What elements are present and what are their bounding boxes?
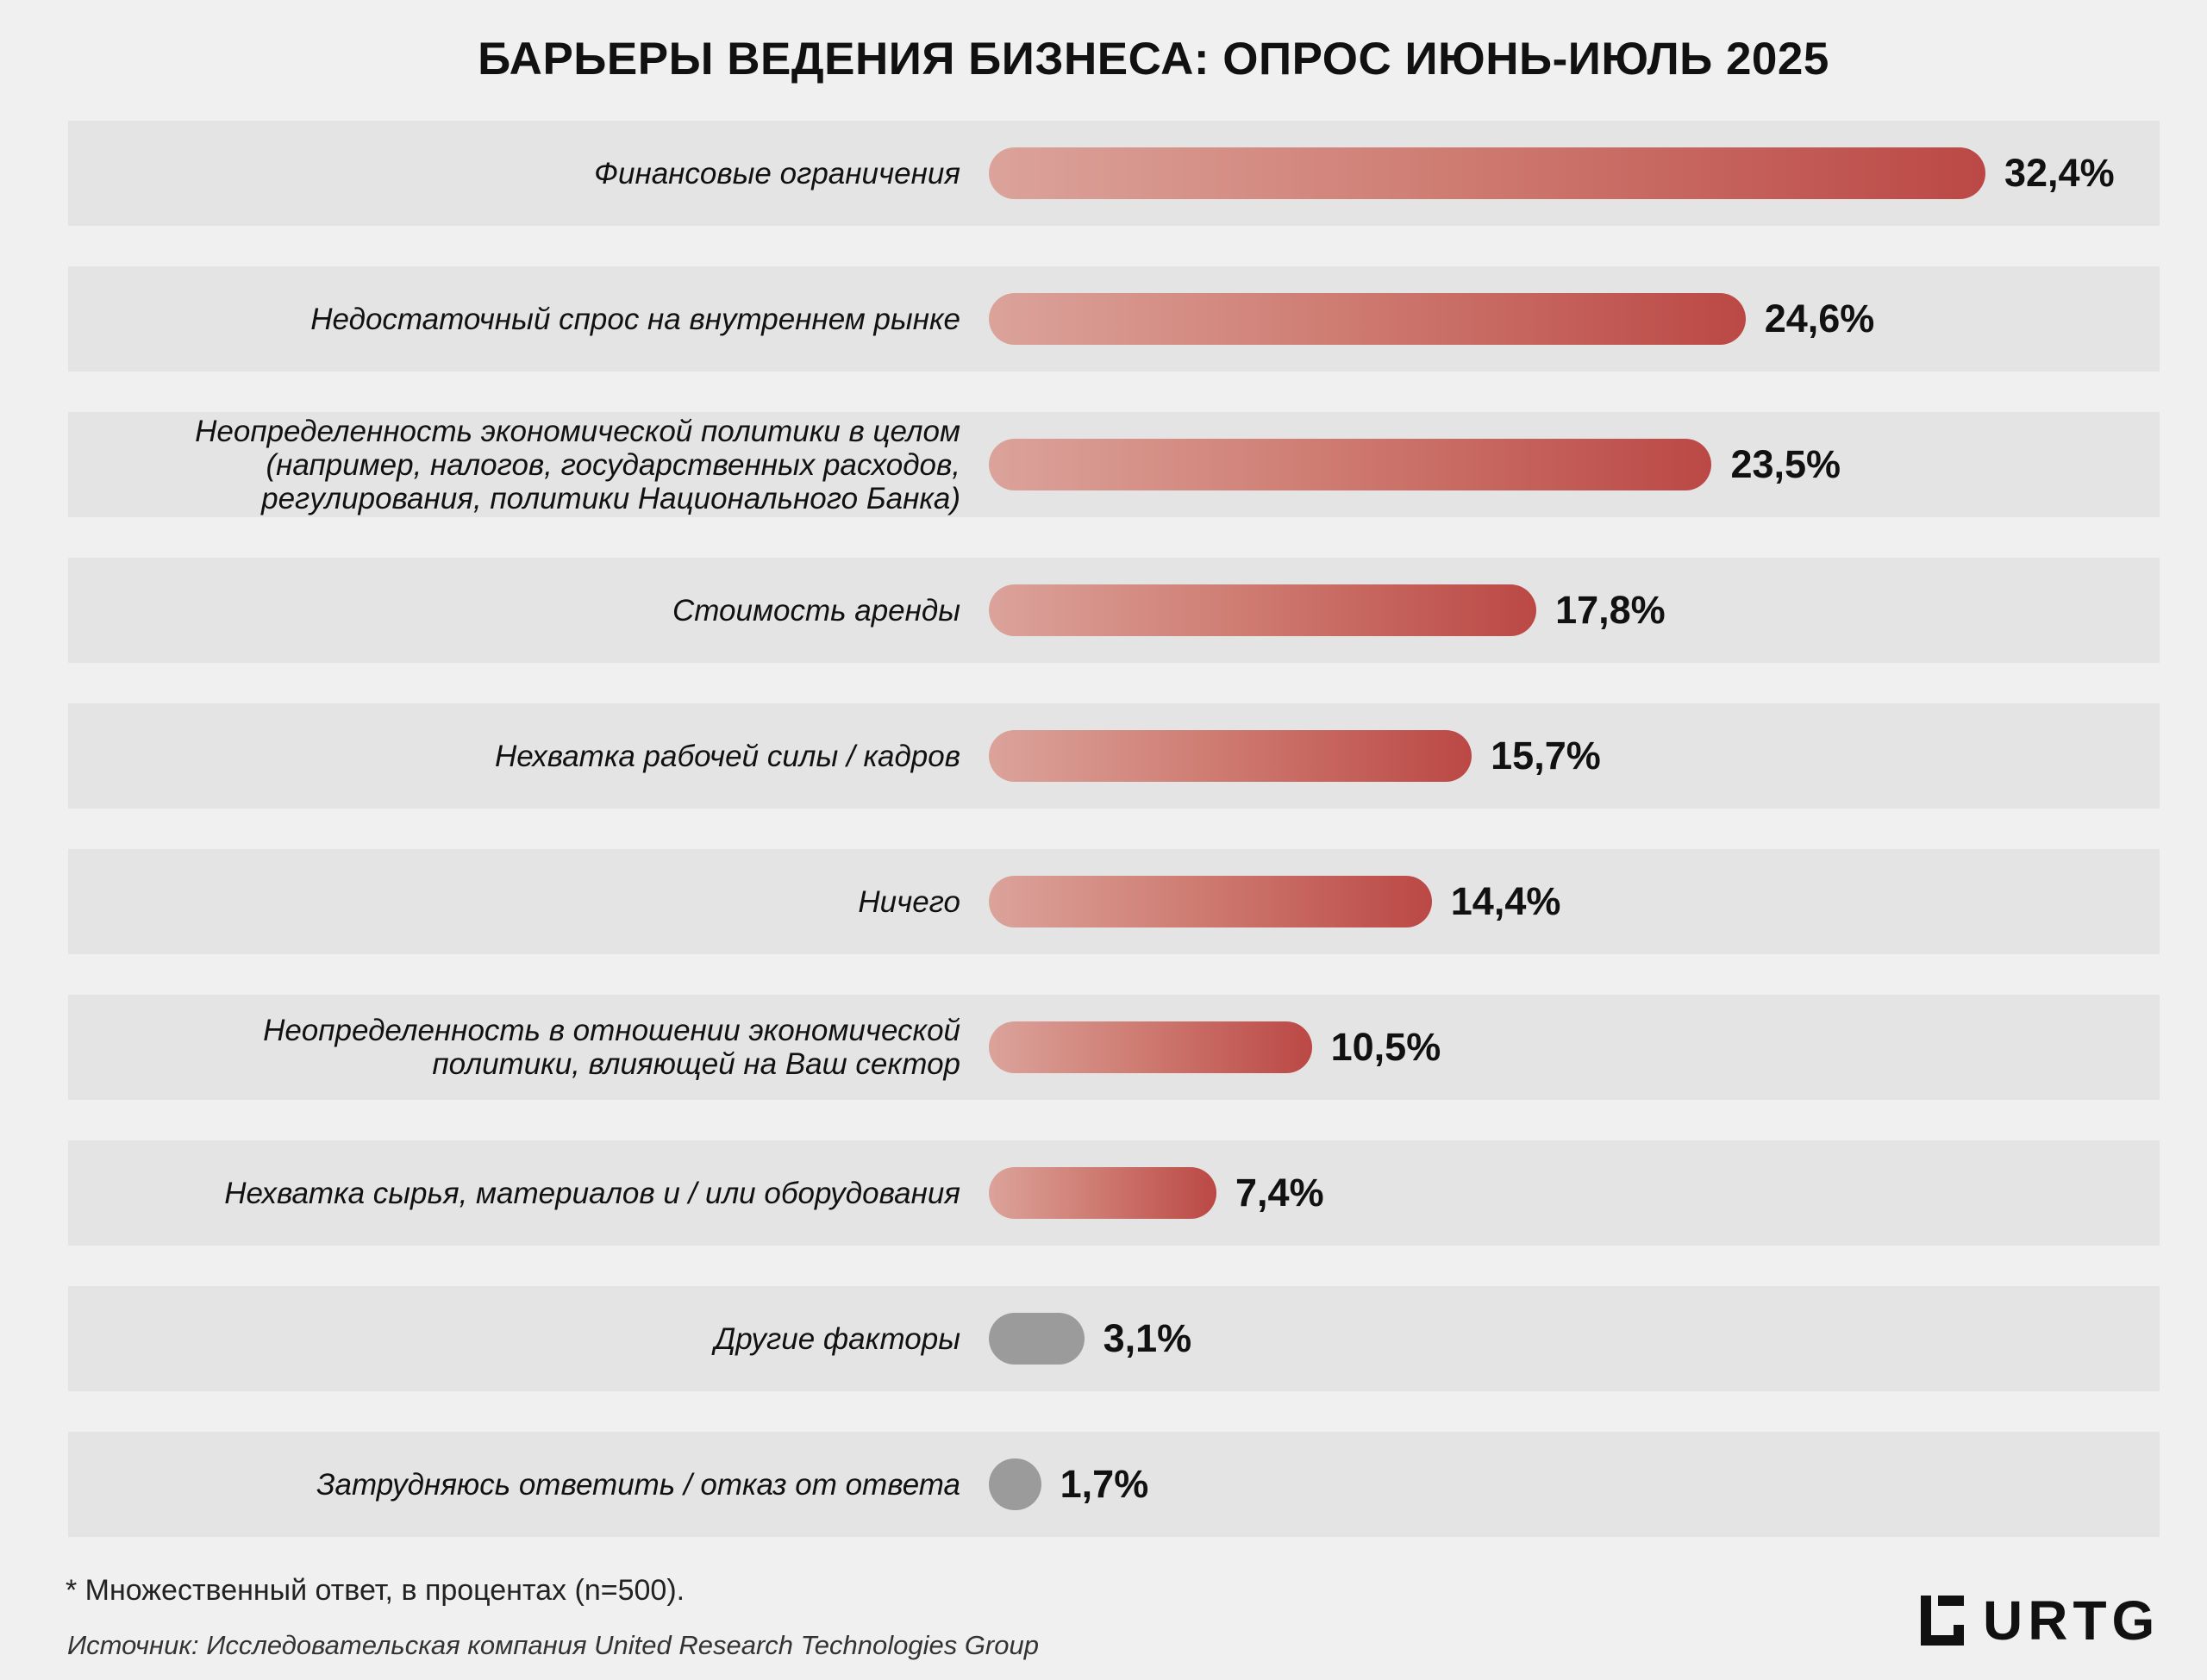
value-label: 14,4%	[1450, 879, 1561, 923]
chart-row: Другие факторы 3,1%	[68, 1286, 2160, 1391]
footnote: * Множественный ответ, в процентах (n=50…	[66, 1574, 685, 1607]
bar	[989, 1167, 1217, 1219]
category-label: Стоимость аренды	[672, 593, 960, 628]
category-label: Другие факторы	[714, 1321, 960, 1356]
chart-row: Нехватка рабочей силы / кадров 15,7%	[68, 703, 2160, 809]
value-label: 23,5%	[1730, 442, 1841, 486]
category-label: Нехватка рабочей силы / кадров	[495, 739, 960, 773]
bar	[989, 876, 1432, 927]
value-label: 10,5%	[1330, 1025, 1441, 1069]
category-label: Финансовые ограничения	[594, 156, 960, 190]
category-label: Нехватка сырья, материалов и / или обору…	[224, 1176, 960, 1210]
urtg-logo-icon	[1921, 1596, 1964, 1646]
value-label: 24,6%	[1764, 297, 1875, 340]
chart-row: Ничего 14,4%	[68, 849, 2160, 954]
category-label: Ничего	[858, 884, 960, 919]
chart-row: Неопределенность в отношении экономическ…	[68, 995, 2160, 1100]
bar	[989, 584, 1537, 636]
chart-title: БАРЬЕРЫ ВЕДЕНИЯ БИЗНЕСА: ОПРОС ИЮНЬ-ИЮЛЬ…	[478, 34, 1829, 84]
chart-row: Нехватка сырья, материалов и / или обору…	[68, 1140, 2160, 1246]
bar	[989, 293, 1746, 345]
chart-row: Стоимость аренды 17,8%	[68, 558, 2160, 663]
value-label: 32,4%	[2004, 151, 2115, 195]
bar	[989, 1458, 1041, 1510]
category-label: Недостаточный спрос на внутреннем рынке	[310, 302, 960, 336]
value-label: 1,7%	[1060, 1462, 1149, 1506]
value-label: 7,4%	[1235, 1171, 1324, 1215]
value-label: 3,1%	[1103, 1316, 1192, 1360]
chart-row: Неопределенность экономической политики …	[68, 412, 2160, 517]
chart-row: Финансовые ограничения 32,4%	[68, 121, 2160, 226]
category-label: Неопределенность экономической политики …	[195, 414, 960, 515]
bar	[989, 1021, 1312, 1073]
chart-row: Затрудняюсь ответить / отказ от ответа 1,…	[68, 1432, 2160, 1537]
logo-text: URTG	[1983, 1589, 2160, 1652]
bar	[989, 730, 1472, 782]
brand-logo: URTG	[1921, 1589, 2160, 1652]
source-note: Источник: Исследовательская компания Uni…	[67, 1630, 1039, 1660]
category-label: Неопределенность в отношении экономическ…	[263, 1014, 960, 1081]
bar	[989, 147, 1985, 199]
category-label: Затрудняюсь ответить / отказ от ответа	[316, 1467, 960, 1502]
value-label: 17,8%	[1555, 588, 1666, 632]
bar	[989, 439, 1712, 490]
chart-row: Недостаточный спрос на внутреннем рынке 2…	[68, 266, 2160, 372]
bar	[989, 1313, 1085, 1365]
value-label: 15,7%	[1491, 734, 1601, 778]
